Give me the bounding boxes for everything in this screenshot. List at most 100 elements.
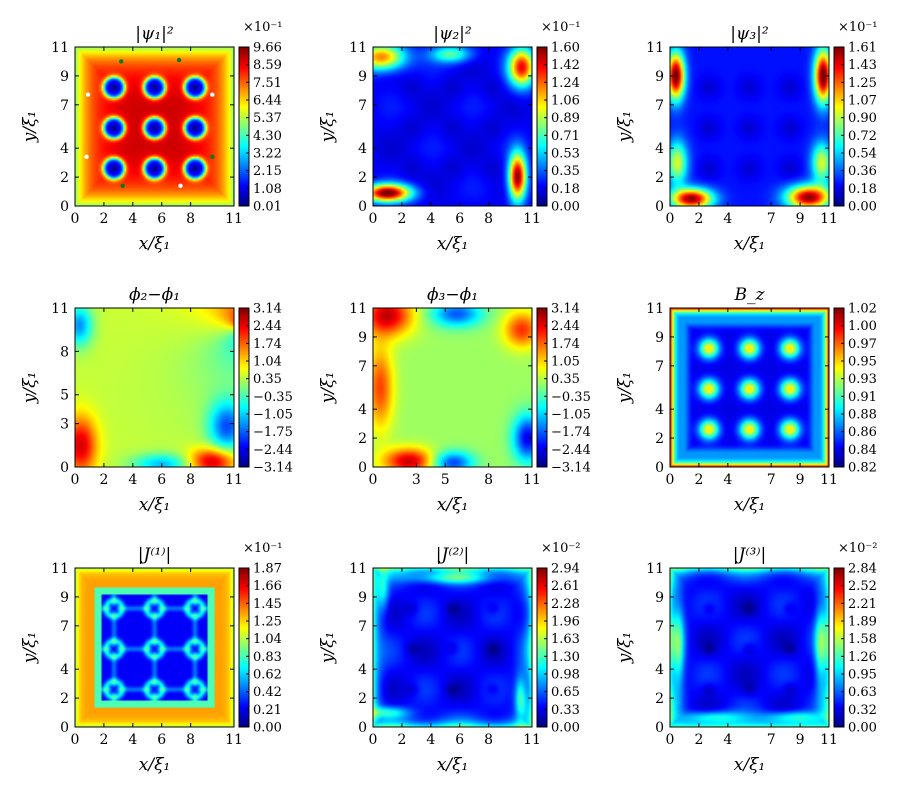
x-tick-label: 0 bbox=[71, 211, 80, 227]
x-axis-label: x/ξ₁ bbox=[437, 234, 469, 254]
colorbar-tick-label: −0.35 bbox=[253, 390, 293, 405]
colorbar-gradient bbox=[239, 47, 249, 206]
x-tick-label: 11 bbox=[225, 211, 243, 227]
colorbar-tick-label: 2.61 bbox=[551, 579, 580, 594]
x-tick-label: 9 bbox=[796, 472, 805, 488]
y-tick-label: 7 bbox=[655, 98, 664, 114]
colorbar-tick-label: 2.28 bbox=[551, 597, 580, 612]
x-tick-label: 3 bbox=[412, 472, 421, 488]
colorbar-tick-label: 0.95 bbox=[848, 668, 877, 683]
y-tick-label: 5 bbox=[60, 388, 69, 404]
y-tick-label: 11 bbox=[51, 561, 69, 577]
x-tick-label: 2 bbox=[694, 472, 703, 488]
x-tick-label: 4 bbox=[723, 472, 732, 488]
colorbar-tick-label: 0.54 bbox=[848, 147, 877, 162]
x-tick-label: 2 bbox=[397, 732, 406, 748]
colorbar-gradient bbox=[537, 308, 547, 467]
x-tick-label: 4 bbox=[426, 732, 435, 748]
colorbar-tick-label: 0.00 bbox=[253, 721, 282, 736]
x-tick-label: 4 bbox=[723, 732, 732, 748]
y-tick-label: 2 bbox=[655, 691, 664, 707]
x-tick-label: 0 bbox=[369, 732, 378, 748]
colorbar-tick-label: 1.61 bbox=[848, 41, 877, 56]
heatmap-image bbox=[75, 308, 234, 467]
colorbar-tick-label: 1.00 bbox=[848, 319, 877, 334]
heatmap-image bbox=[373, 308, 532, 467]
colorbar-tick-label: 1.43 bbox=[848, 58, 877, 73]
x-tick-label: 2 bbox=[694, 732, 703, 748]
y-tick-label: 11 bbox=[646, 561, 664, 577]
y-tick-label: 3 bbox=[60, 417, 69, 433]
colorbar-tick-label: 0.84 bbox=[848, 443, 877, 458]
colorbar-tick-label: 1.42 bbox=[551, 58, 580, 73]
x-tick-label: 2 bbox=[397, 211, 406, 227]
y-axis-label: y/ξ₁ bbox=[20, 632, 40, 665]
colorbar-tick-label: 5.37 bbox=[253, 111, 282, 126]
colorbar-tick-label: 0.83 bbox=[253, 650, 282, 665]
colorbar-tick-label: −1.75 bbox=[253, 425, 293, 440]
x-tick-label: 8 bbox=[186, 211, 195, 227]
panel-phi31: ϕ₃−ϕ₁0 3 5 8 110247911x/ξ₁y/ξ₁3.142.441.741.… bbox=[318, 285, 591, 515]
colorbar-tick-label: 1.74 bbox=[551, 337, 580, 352]
panel-j3: |J⁽³⁾|0 2 4 7 9 110247911x/ξ₁y/ξ₁2.842.522.21… bbox=[615, 541, 878, 775]
colorbar-tick-label: 0.21 bbox=[253, 703, 282, 718]
x-tick-label: 0 bbox=[666, 472, 675, 488]
vortex-marker bbox=[210, 93, 214, 97]
y-tick-label: 8 bbox=[60, 344, 69, 360]
colorbar-tick-label: 0.90 bbox=[848, 111, 877, 126]
heatmap-image bbox=[75, 47, 234, 206]
colorbar-tick-label: 3.22 bbox=[253, 147, 282, 162]
vortex-marker bbox=[119, 59, 123, 63]
colorbar-tick-label: 0.63 bbox=[848, 685, 877, 700]
colorbar-tick-label: 0.88 bbox=[848, 408, 877, 423]
y-tick-label: 0 bbox=[60, 720, 69, 736]
y-tick-label: 0 bbox=[358, 720, 367, 736]
x-tick-label: 11 bbox=[523, 211, 541, 227]
y-tick-label: 7 bbox=[60, 98, 69, 114]
colorbar-tick-label: 0.53 bbox=[551, 147, 580, 162]
x-axis-label: x/ξ₁ bbox=[734, 495, 766, 515]
colorbar-tick-label: 9.66 bbox=[253, 41, 282, 56]
y-axis-label: y/ξ₁ bbox=[615, 632, 635, 665]
colorbar-tick-label: 0.36 bbox=[848, 164, 877, 179]
colorbar-tick-label: −2.44 bbox=[551, 443, 591, 458]
x-tick-label: 2 bbox=[99, 732, 108, 748]
colorbar-exponent: ×10⁻² bbox=[541, 541, 581, 556]
colorbar-gradient bbox=[239, 568, 249, 727]
panel-phi21: ϕ₂−ϕ₁0 2 4 6 8 11035811x/ξ₁y/ξ₁3.142.441.741.… bbox=[20, 285, 293, 515]
panel-title: |ψ₃|² bbox=[730, 24, 769, 44]
colorbar-tick-label: 0.97 bbox=[848, 337, 877, 352]
colorbar-tick-label: 0.00 bbox=[848, 721, 877, 736]
y-tick-label: 11 bbox=[646, 40, 664, 56]
x-tick-label: 7 bbox=[767, 472, 776, 488]
colorbar-tick-label: 0.01 bbox=[253, 200, 282, 215]
colorbar-gradient bbox=[537, 568, 547, 727]
y-tick-label: 4 bbox=[358, 141, 367, 157]
colorbar-tick-label: 2.84 bbox=[848, 562, 877, 577]
panel-title: |ψ₂|² bbox=[433, 24, 472, 44]
colorbar-tick-label: 1.58 bbox=[848, 632, 877, 647]
panel-title: B_z bbox=[734, 285, 766, 305]
colorbar-tick-label: 0.86 bbox=[848, 425, 877, 440]
x-tick-label: 4 bbox=[128, 472, 137, 488]
y-tick-label: 9 bbox=[655, 330, 664, 346]
colorbar-tick-label: 0.95 bbox=[848, 355, 877, 370]
y-tick-label: 7 bbox=[655, 359, 664, 375]
y-tick-label: 0 bbox=[655, 460, 664, 476]
heatmap-image bbox=[373, 47, 532, 206]
colorbar-tick-label: 0.00 bbox=[551, 721, 580, 736]
colorbar-tick-label: 2.44 bbox=[551, 319, 580, 334]
x-tick-label: 7 bbox=[767, 732, 776, 748]
colorbar-tick-label: 2.21 bbox=[848, 597, 877, 612]
colorbar-tick-label: −1.05 bbox=[551, 408, 591, 423]
x-tick-label: 6 bbox=[157, 211, 166, 227]
x-tick-label: 8 bbox=[484, 211, 493, 227]
y-tick-label: 2 bbox=[60, 170, 69, 186]
y-tick-label: 9 bbox=[358, 590, 367, 606]
colorbar-tick-label: 0.93 bbox=[848, 372, 877, 387]
vortex-marker bbox=[84, 155, 88, 159]
colorbar-tick-label: 1.63 bbox=[551, 632, 580, 647]
colorbar-tick-label: 0.35 bbox=[551, 164, 580, 179]
x-tick-label: 4 bbox=[723, 211, 732, 227]
x-tick-label: 11 bbox=[820, 211, 838, 227]
